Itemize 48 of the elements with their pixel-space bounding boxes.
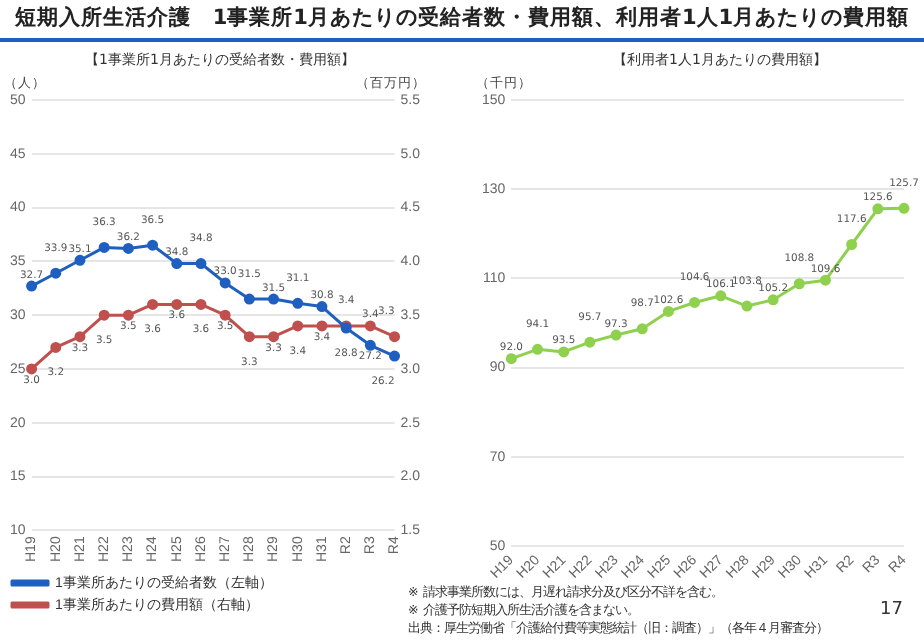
point [147,298,159,310]
point [292,320,304,332]
point [872,203,884,215]
point [171,298,183,310]
point [292,297,304,309]
point [147,239,159,251]
point [26,280,38,292]
point [122,309,134,321]
point [316,301,328,313]
point [898,202,910,214]
point [98,241,110,253]
point [122,242,134,254]
point [389,350,401,362]
point [219,309,231,321]
point [532,343,544,355]
point [98,309,110,321]
point [171,258,183,270]
point [662,305,674,317]
point [689,296,701,308]
point [243,293,255,305]
point [741,300,753,312]
text: 短期入所生活介護 1事業所1月あたりの受給者数・費用額、利用者1人1月あたりの費用額 [12,4,912,32]
point [636,323,648,335]
point [268,293,280,305]
point [584,336,596,348]
point [558,346,570,358]
point [767,294,779,306]
point [316,320,328,332]
point [26,363,38,375]
point [268,331,280,343]
point [50,341,62,353]
point [715,290,727,302]
point [610,329,622,341]
point [74,254,86,266]
point [793,278,805,290]
point [364,339,376,351]
point [364,320,376,332]
point [50,267,62,279]
point [195,298,207,310]
point [389,331,401,343]
point [74,331,86,343]
text: 17 [880,600,903,620]
point [243,331,255,343]
point [505,353,517,365]
point [846,238,858,250]
point [195,258,207,270]
point [819,274,831,286]
point [219,277,231,289]
